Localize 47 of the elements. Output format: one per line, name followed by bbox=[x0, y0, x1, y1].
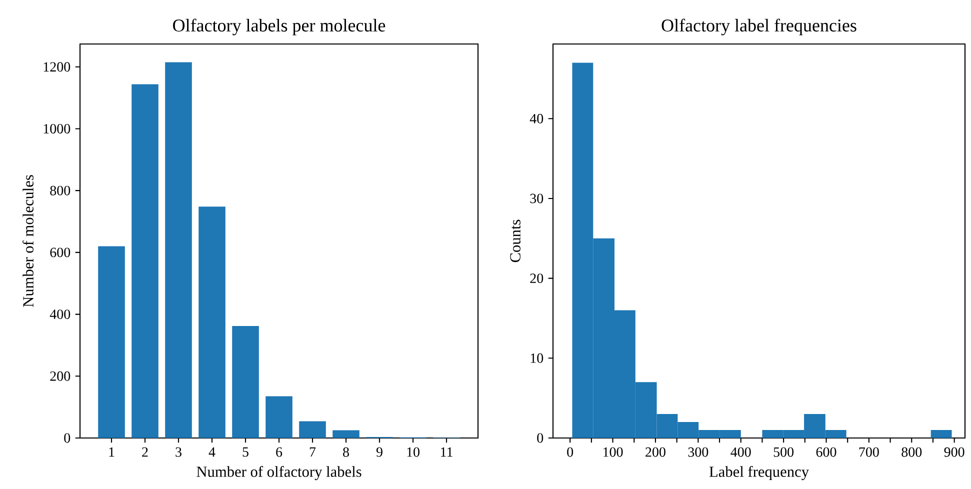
x-tick-label: 9 bbox=[376, 447, 382, 457]
y-tick-label: 800 bbox=[50, 186, 70, 196]
x-tick-label: 800 bbox=[902, 447, 922, 457]
y-tick-label: 20 bbox=[530, 274, 544, 284]
chart-title: Olfactory label frequencies bbox=[662, 18, 856, 36]
x-axis-title: Number of olfactory labels bbox=[196, 466, 362, 480]
y-axis-title: Counts bbox=[510, 220, 520, 262]
x-tick-label: 0 bbox=[567, 447, 574, 457]
x-tick-label: 200 bbox=[646, 447, 666, 457]
bar bbox=[232, 326, 259, 438]
x-tick-label: 400 bbox=[730, 447, 751, 457]
y-tick-label: 600 bbox=[50, 248, 70, 258]
x-tick-label: 900 bbox=[944, 447, 964, 457]
x-tick-label: 1 bbox=[109, 447, 114, 457]
x-tick-label: 8 bbox=[343, 447, 349, 457]
x-tick-label: 100 bbox=[604, 447, 623, 457]
y-tick-label: 400 bbox=[50, 310, 70, 320]
y-tick-label: 200 bbox=[50, 371, 70, 381]
y-axis-title: Number of molecules bbox=[22, 175, 34, 307]
x-tick-label: 6 bbox=[276, 447, 282, 457]
y-tick-label: 40 bbox=[530, 114, 544, 124]
bar bbox=[332, 430, 360, 438]
x-tick-label: 11 bbox=[441, 447, 452, 457]
x-tick-label: 600 bbox=[816, 447, 836, 457]
x-tick-label: 3 bbox=[176, 447, 182, 457]
x-tick-label: 300 bbox=[688, 447, 708, 457]
x-tick-label: 700 bbox=[859, 447, 879, 457]
y-tick-label: 0 bbox=[64, 433, 70, 443]
bar bbox=[198, 206, 226, 438]
y-tick-label: 1200 bbox=[44, 62, 70, 72]
bar bbox=[132, 84, 158, 438]
bar bbox=[165, 62, 192, 438]
x-tick-label: 10 bbox=[407, 447, 420, 457]
y-tick-label: 0 bbox=[537, 433, 544, 443]
x-tick-label: 4 bbox=[208, 447, 216, 457]
x-tick-label: 2 bbox=[142, 447, 148, 457]
y-tick-label: 30 bbox=[530, 194, 544, 204]
bar bbox=[98, 246, 125, 438]
x-axis-title: Label frequency bbox=[709, 466, 809, 480]
bar bbox=[299, 421, 326, 438]
x-tick-label: 500 bbox=[774, 447, 794, 457]
y-tick-label: 10 bbox=[530, 353, 544, 363]
x-tick-label: 7 bbox=[310, 447, 316, 457]
bar bbox=[266, 396, 292, 438]
chart-title: Olfactory labels per molecule bbox=[173, 18, 386, 36]
x-tick-label: 5 bbox=[242, 447, 248, 457]
y-tick-label: 1000 bbox=[44, 124, 70, 134]
